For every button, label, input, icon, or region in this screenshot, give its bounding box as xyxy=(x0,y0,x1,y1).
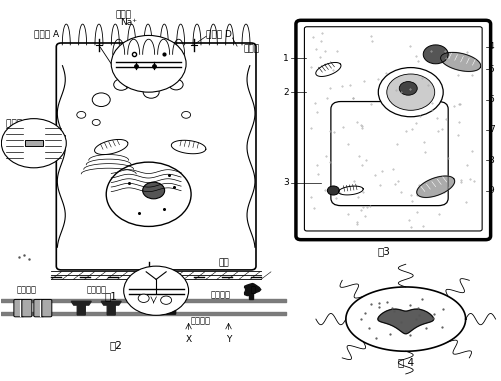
Text: 基膜: 基膜 xyxy=(218,258,229,267)
Text: 6: 6 xyxy=(488,95,493,104)
Text: 受体: 受体 xyxy=(163,285,173,294)
Text: 膜蛋白 C: 膜蛋白 C xyxy=(141,294,166,303)
Polygon shape xyxy=(377,309,433,334)
Text: 1: 1 xyxy=(283,54,288,62)
Text: 连结蛋白: 连结蛋白 xyxy=(86,285,106,294)
Polygon shape xyxy=(172,290,178,295)
Bar xyxy=(25,140,43,146)
FancyBboxPatch shape xyxy=(330,102,447,206)
Circle shape xyxy=(138,294,149,303)
Circle shape xyxy=(123,266,188,315)
Circle shape xyxy=(92,119,100,125)
Text: 膜蛋白 B: 膜蛋白 B xyxy=(7,118,32,127)
Text: Na⁺: Na⁺ xyxy=(120,18,137,27)
FancyBboxPatch shape xyxy=(296,20,489,240)
Polygon shape xyxy=(416,176,454,197)
Text: 葡萄糖: 葡萄糖 xyxy=(115,10,131,19)
Circle shape xyxy=(92,93,110,107)
Text: 5: 5 xyxy=(488,65,493,74)
Circle shape xyxy=(77,112,86,118)
Text: 7: 7 xyxy=(488,125,493,134)
FancyBboxPatch shape xyxy=(14,299,24,317)
Polygon shape xyxy=(158,290,164,295)
Text: 微绒毛: 微绒毛 xyxy=(243,44,259,53)
Text: X: X xyxy=(185,335,191,344)
Text: Y: Y xyxy=(225,335,231,344)
Polygon shape xyxy=(440,53,480,71)
Text: 膜蛋白 A: 膜蛋白 A xyxy=(34,29,59,38)
FancyBboxPatch shape xyxy=(42,299,52,317)
Text: 3: 3 xyxy=(283,178,288,187)
Polygon shape xyxy=(165,299,171,309)
Circle shape xyxy=(378,67,442,117)
Circle shape xyxy=(160,296,171,304)
Text: 图3: 图3 xyxy=(377,246,390,256)
FancyBboxPatch shape xyxy=(22,299,32,317)
Text: 8: 8 xyxy=(488,156,493,165)
Circle shape xyxy=(143,86,159,98)
Circle shape xyxy=(398,82,416,95)
Polygon shape xyxy=(71,301,91,315)
Text: 图2: 图2 xyxy=(110,341,122,351)
Circle shape xyxy=(111,35,186,92)
Polygon shape xyxy=(161,309,175,314)
FancyBboxPatch shape xyxy=(34,299,44,317)
Text: 9: 9 xyxy=(488,186,493,195)
Polygon shape xyxy=(244,283,260,296)
Circle shape xyxy=(114,79,128,90)
Text: 膜蛋白 D: 膜蛋白 D xyxy=(205,29,231,38)
Circle shape xyxy=(106,162,191,226)
Circle shape xyxy=(2,118,66,168)
Text: 图1: 图1 xyxy=(105,291,117,301)
Text: 4: 4 xyxy=(488,42,493,51)
Text: 酶: 酶 xyxy=(250,285,256,294)
Polygon shape xyxy=(345,287,465,351)
Circle shape xyxy=(422,45,447,64)
Text: 图 4: 图 4 xyxy=(397,358,413,368)
Circle shape xyxy=(142,182,164,199)
Circle shape xyxy=(181,112,190,118)
Polygon shape xyxy=(101,301,121,315)
Polygon shape xyxy=(248,291,253,299)
FancyBboxPatch shape xyxy=(56,43,256,270)
Text: 运输蛋白: 运输蛋白 xyxy=(17,285,36,294)
Circle shape xyxy=(169,79,183,90)
Text: 2: 2 xyxy=(283,88,288,97)
Text: 胞质溶胶: 胞质溶胶 xyxy=(191,317,210,325)
Circle shape xyxy=(386,74,434,110)
Circle shape xyxy=(327,186,339,195)
Text: 细胞外侧: 细胞外侧 xyxy=(210,290,230,299)
